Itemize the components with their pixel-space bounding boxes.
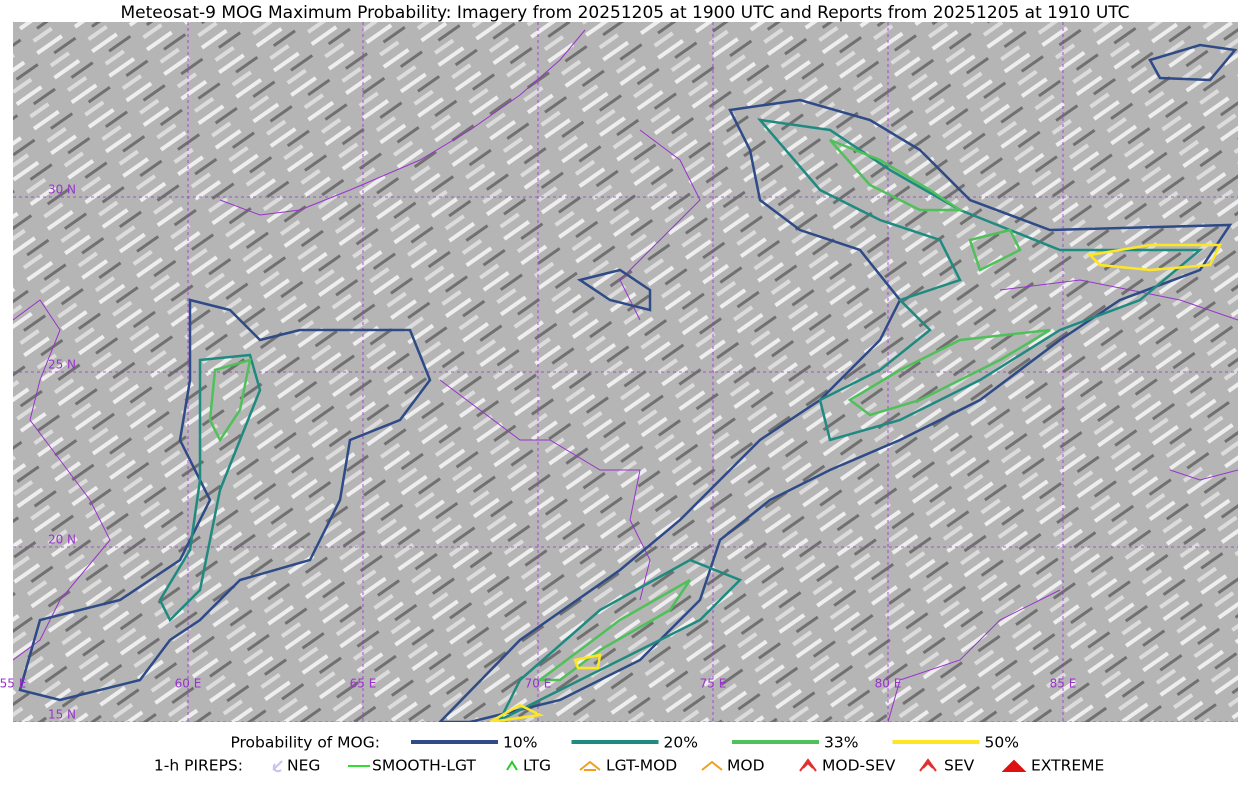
border: [439, 379, 651, 601]
border: [1169, 469, 1238, 481]
legend-title: 1-h PIREPS:: [154, 757, 243, 775]
lon-label: 55 E: [0, 677, 26, 691]
lon-label: 75 E: [700, 677, 727, 691]
legend-label: SMOOTH-LGT: [372, 757, 476, 775]
graticule: [13, 22, 1238, 722]
legend-label: 33%: [824, 734, 858, 752]
lat-label: 30 N: [48, 183, 76, 197]
title: Meteosat-9 MOG Maximum Probability: Imag…: [120, 3, 1129, 23]
lon-label: 70 E: [525, 677, 552, 691]
coastline: [13, 299, 111, 661]
contour-10: [438, 98, 1233, 722]
legend-label: 20%: [664, 734, 698, 752]
legend-label: MOD-SEV: [822, 757, 896, 775]
contour-33: [829, 138, 1051, 417]
legend-label: LGT-MOD: [606, 757, 677, 775]
legend-label: 10%: [503, 734, 537, 752]
contour-10: [1148, 43, 1238, 82]
pirep-symbol: [799, 758, 817, 772]
border: [999, 279, 1238, 321]
lat-label: 25 N: [48, 358, 76, 372]
pirep-symbol: [579, 760, 601, 771]
contours: [18, 43, 1238, 722]
lat-label: 15 N: [48, 708, 76, 722]
legend-label: MOD: [727, 757, 765, 775]
map-labels: 55 E 60 E 65 E 70 E 75 E 80 E 85 E 30 N 25 N 20 N…: [0, 183, 1076, 722]
lon-label: 60 E: [175, 677, 202, 691]
border: [219, 29, 586, 216]
legend-label: EXTREME: [1031, 757, 1104, 775]
map: [13, 22, 1238, 722]
contour-50: [489, 243, 1223, 722]
contour-10: [18, 298, 432, 702]
lat-label: 20 N: [48, 533, 76, 547]
border: [887, 589, 1061, 722]
pirep-symbol: [272, 760, 283, 773]
legend-label: LTG: [523, 757, 551, 775]
legend-label: 50%: [985, 734, 1019, 752]
border: [619, 129, 701, 321]
contour-20: [158, 353, 262, 623]
borders: [13, 29, 1238, 722]
pirep-symbol: [701, 760, 723, 771]
contour-20: [497, 558, 743, 722]
pirep-symbol: [919, 758, 937, 772]
legend: Probability of MOG: 10% 20% 33% 50% 1-h PIREP…: [154, 734, 1104, 775]
lon-label: 65 E: [350, 677, 377, 691]
pirep-symbol: [1001, 759, 1027, 772]
legend-label: SEV: [944, 757, 975, 775]
legend-label: NEG: [287, 757, 320, 775]
lon-label: 85 E: [1050, 677, 1077, 691]
pirep-symbol: [506, 760, 518, 771]
contour-10: [576, 268, 652, 312]
contour-20: [756, 118, 1204, 442]
legend-title: Probability of MOG:: [230, 734, 380, 752]
lon-label: 80 E: [875, 677, 902, 691]
contour-33: [208, 358, 692, 682]
